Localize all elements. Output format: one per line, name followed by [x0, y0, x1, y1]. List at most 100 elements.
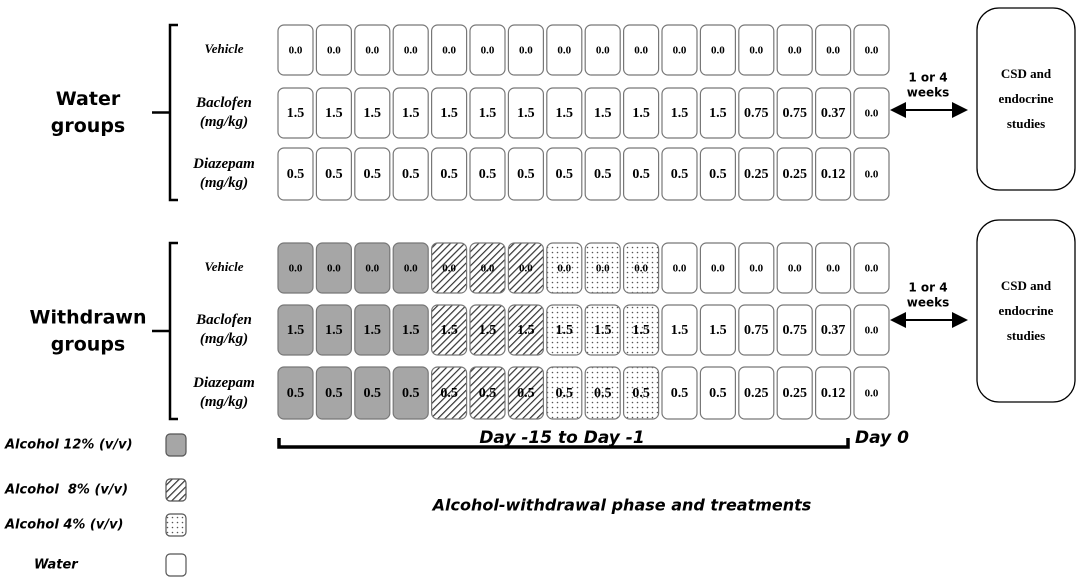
- dose-cell: [661, 87, 698, 139]
- legend-swatch: [165, 513, 187, 537]
- row-label: Baclofen: [195, 95, 252, 111]
- dose-cell: [853, 304, 890, 356]
- dose-value: 0.5: [287, 167, 305, 182]
- dose-value: 1.5: [364, 106, 382, 121]
- dose-value: 1.5: [709, 106, 727, 121]
- dose-cell: [584, 147, 621, 201]
- dose-cell: [738, 366, 775, 420]
- dose-value: 1.5: [402, 106, 420, 121]
- dose-cell: [354, 24, 391, 76]
- dose-cell: [853, 147, 890, 201]
- dose-cell: [584, 366, 621, 420]
- interval-label: weeks: [907, 86, 950, 100]
- dose-cell: [776, 147, 813, 201]
- dose-cell: [661, 242, 698, 294]
- dose-value: 1.5: [479, 106, 497, 121]
- dose-cell: [392, 24, 429, 76]
- dose-cell: [699, 304, 737, 356]
- dose-cell: [776, 87, 813, 139]
- dose-cell: [622, 366, 660, 420]
- dose-cell: [699, 87, 737, 139]
- dose-value: 0.0: [711, 45, 725, 57]
- dose-value: 1.5: [594, 323, 612, 338]
- dose-value: 1.5: [402, 323, 420, 338]
- dose-cell: [507, 147, 544, 201]
- dose-cell: [546, 366, 583, 420]
- dose-cell: [584, 304, 621, 356]
- outcome-label: studies: [1007, 116, 1045, 131]
- dose-value: 0.5: [671, 386, 689, 401]
- dose-value: 0.0: [673, 45, 687, 57]
- dose-cell: [507, 24, 544, 76]
- dose-value: 1.5: [440, 323, 458, 338]
- dose-cell: [469, 147, 506, 201]
- dose-cell: [546, 24, 583, 76]
- row-label: Baclofen: [195, 312, 252, 328]
- outcome-box: [976, 219, 1076, 403]
- dose-value: 0.0: [788, 263, 802, 275]
- dose-cell: [738, 304, 775, 356]
- dose-cell: [392, 304, 429, 356]
- dose-cell: [661, 147, 698, 201]
- timeline-end: Day 0: [855, 428, 909, 448]
- dose-cell: [814, 24, 852, 76]
- dose-value: 1.5: [671, 106, 689, 121]
- dose-value: 0.0: [749, 263, 763, 275]
- legend-label: Alcohol 8% (v/v): [4, 483, 128, 498]
- dose-cell: [507, 87, 544, 139]
- group-label: Water: [56, 88, 121, 110]
- dose-value: 0.0: [481, 263, 495, 275]
- legend-swatch: [165, 433, 187, 457]
- dose-cell: [277, 147, 314, 201]
- dose-value: 0.37: [821, 323, 846, 338]
- dose-cell: [431, 24, 468, 76]
- interval-label: 1 or 4: [908, 281, 947, 295]
- dose-value: 0.37: [821, 106, 846, 121]
- dose-cell: [354, 87, 391, 139]
- dose-cell: [315, 242, 352, 294]
- dose-cell: [738, 87, 775, 139]
- dose-cell: [814, 147, 852, 201]
- group-brace: [152, 241, 178, 421]
- dose-value: 0.75: [782, 106, 807, 121]
- dose-value: 0.5: [479, 167, 497, 182]
- dose-cell: [507, 242, 544, 294]
- legend-swatch: [165, 553, 187, 577]
- dose-value: 0.5: [325, 386, 343, 401]
- dose-value: 0.25: [744, 167, 769, 182]
- dose-cell: [622, 87, 660, 139]
- dose-cell: [431, 87, 468, 139]
- dose-cell: [699, 147, 737, 201]
- dose-value: 0.0: [865, 45, 879, 57]
- dose-cell: [469, 304, 506, 356]
- dose-value: 1.5: [556, 323, 574, 338]
- dose-value: 0.75: [744, 323, 769, 338]
- dose-value: 1.5: [632, 323, 650, 338]
- dose-cell: [738, 24, 775, 76]
- row-label: (mg/kg): [200, 114, 248, 130]
- dose-value: 0.5: [594, 167, 612, 182]
- dose-value: 0.5: [556, 167, 574, 182]
- group-brace: [152, 23, 178, 202]
- dose-value: 0.0: [481, 45, 495, 57]
- dose-cell: [814, 242, 852, 294]
- dose-cell: [392, 87, 429, 139]
- dose-value: 0.5: [287, 386, 305, 401]
- dose-value: 1.5: [325, 323, 343, 338]
- dose-cell: [814, 304, 852, 356]
- dose-value: 0.0: [788, 45, 802, 57]
- row-label: (mg/kg): [200, 394, 248, 410]
- legend-label: Alcohol 4% (v/v): [4, 518, 124, 533]
- dose-value: 0.0: [519, 45, 533, 57]
- dose-cell: [584, 242, 621, 294]
- outcome-label: endocrine: [999, 303, 1054, 318]
- dose-cell: [584, 24, 621, 76]
- dose-value: 1.5: [364, 323, 382, 338]
- dose-cell: [392, 366, 429, 420]
- timeline-period: Day -15 to Day -1: [479, 428, 644, 448]
- dose-cell: [315, 304, 352, 356]
- dose-cell: [738, 147, 775, 201]
- dose-cell: [853, 24, 890, 76]
- dose-value: 0.0: [596, 263, 610, 275]
- dose-value: 0.0: [634, 263, 648, 275]
